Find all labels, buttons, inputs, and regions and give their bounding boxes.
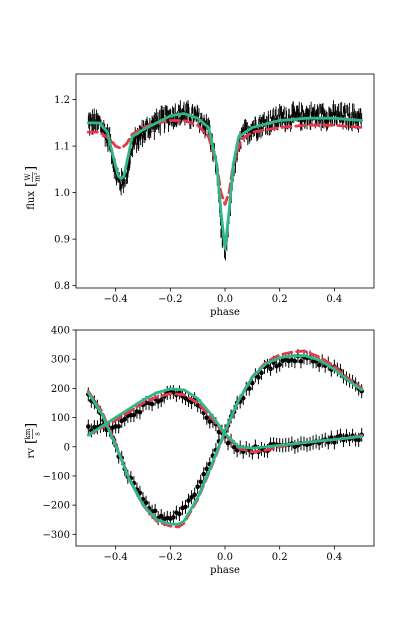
data-point bbox=[171, 389, 176, 395]
data-point bbox=[192, 492, 197, 498]
data-point bbox=[247, 386, 252, 391]
y-axis-label: rv [km s] bbox=[24, 423, 42, 459]
y-axis-label-name: rv bbox=[26, 448, 37, 459]
observed-data-1 bbox=[86, 385, 364, 460]
y-tick-label: 300 bbox=[51, 355, 70, 366]
model-solid-line-2 bbox=[86, 112, 364, 250]
data-point bbox=[204, 415, 210, 421]
data-point bbox=[259, 370, 264, 376]
x-axis-label: phase bbox=[210, 307, 240, 318]
data-point bbox=[116, 424, 121, 429]
x-tick-label: −0.2 bbox=[158, 294, 182, 305]
data-point bbox=[292, 358, 298, 364]
y-axis-label-bracket-left: [ bbox=[24, 439, 39, 444]
y-tick-label: 200 bbox=[51, 384, 70, 395]
x-tick-label: −0.4 bbox=[103, 294, 127, 305]
y-tick-label: 1.0 bbox=[54, 188, 70, 199]
y-tick-label: 1.2 bbox=[54, 95, 70, 106]
model-dashed-line-1 bbox=[86, 119, 364, 206]
x-tick-label: 0.4 bbox=[326, 294, 342, 305]
data-point bbox=[183, 504, 188, 510]
y-tick-label: −300 bbox=[43, 530, 70, 541]
model-solid-line-4 bbox=[86, 387, 364, 450]
data-point bbox=[122, 416, 128, 422]
y-tick-label: 0 bbox=[64, 442, 70, 453]
x-tick-label: 0.2 bbox=[272, 294, 288, 305]
data-point bbox=[186, 498, 191, 503]
data-point bbox=[338, 433, 343, 439]
y-tick-label: 100 bbox=[51, 413, 70, 424]
x-tick-label: 0.2 bbox=[272, 552, 288, 563]
x-tick-label: −0.2 bbox=[158, 552, 182, 563]
data-point bbox=[152, 508, 158, 514]
y-tick-label: 1.1 bbox=[54, 142, 70, 153]
chart-2: −0.4 −0.2 0.0 0.2 0.4 −300 −200 −100 0 100 200 300 4… bbox=[24, 326, 375, 576]
data-point bbox=[143, 500, 149, 506]
y-tick-label: 0.9 bbox=[54, 235, 70, 246]
data-point bbox=[332, 440, 337, 445]
data-point bbox=[158, 397, 164, 403]
data-point bbox=[268, 366, 273, 372]
y-axis-label-name: flux bbox=[26, 191, 37, 210]
y-axis-label-bracket-left: [ bbox=[24, 182, 39, 187]
data-point bbox=[201, 471, 207, 477]
chart-1: −0.4 −0.2 0.0 0.2 0.4 0.8 0.9 1.0 1.1 1.2 phase flu… bbox=[24, 73, 375, 318]
y-tick-label: 0.8 bbox=[54, 281, 70, 292]
y-axis-label: flux [W m²] bbox=[24, 166, 42, 210]
x-tick-label: 0.0 bbox=[217, 294, 233, 305]
data-point bbox=[225, 440, 231, 446]
y-tick-label: −200 bbox=[43, 501, 70, 512]
data-point bbox=[298, 359, 304, 364]
y-axis-label-bracket-right: ] bbox=[24, 423, 39, 428]
data-point bbox=[204, 466, 210, 472]
x-tick-label: 0.4 bbox=[326, 552, 342, 563]
data-point bbox=[86, 424, 91, 429]
data-point bbox=[137, 409, 143, 415]
y-tick-label: −100 bbox=[43, 471, 70, 482]
data-point bbox=[195, 484, 200, 490]
data-point bbox=[256, 375, 261, 380]
y-axis-label-bracket-right: ] bbox=[24, 166, 39, 171]
x-axis-label: phase bbox=[210, 565, 240, 576]
y-axis-label-unit-numerator: W bbox=[24, 173, 32, 181]
data-point bbox=[149, 401, 155, 407]
data-point bbox=[277, 362, 282, 367]
y-axis-label-unit-numerator: km bbox=[24, 428, 32, 439]
data-point bbox=[177, 511, 182, 517]
x-tick-label: −0.4 bbox=[103, 552, 127, 563]
data-point bbox=[158, 513, 164, 519]
data-point bbox=[316, 362, 322, 368]
y-axis-label-unit-denominator: m² bbox=[34, 172, 42, 182]
x-tick-label: 0.0 bbox=[217, 552, 233, 563]
y-tick-label: 400 bbox=[51, 326, 70, 337]
data-point bbox=[198, 479, 203, 485]
model-solid-line-3 bbox=[86, 354, 364, 526]
data-point bbox=[231, 444, 237, 450]
data-point bbox=[131, 412, 137, 418]
data-point bbox=[356, 437, 361, 443]
data-point bbox=[171, 515, 176, 520]
y-axis-label-unit-denominator: s bbox=[34, 432, 42, 436]
